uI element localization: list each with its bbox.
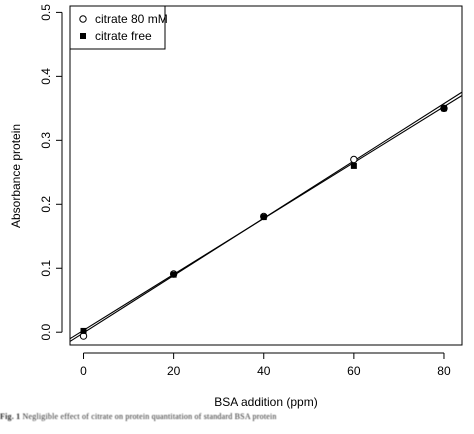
x-tick-label: 60	[347, 364, 361, 378]
x-axis: 0 20 40 60 80	[80, 352, 451, 378]
legend-marker-citrate-free	[80, 33, 86, 39]
chart: 0 20 40 60 80 0.0 0.1 0.2 0.3 0.4 0.5 BSA additio…	[9, 4, 463, 409]
legend-label-citrate-80mm: citrate 80 mM	[95, 12, 168, 26]
x-tick-label: 20	[167, 364, 181, 378]
point-open-circle	[350, 155, 358, 164]
figure-caption: Fig. 1 Negligible effect of citrate on p…	[0, 412, 474, 434]
caption-label: Fig. 1	[0, 412, 21, 421]
y-tick-label: 0.4	[39, 68, 53, 85]
point-filled-square	[260, 214, 267, 221]
caption-text: Negligible effect of citrate on protein …	[22, 412, 277, 421]
x-axis-title: BSA addition (ppm)	[214, 395, 317, 409]
y-axis-title: Absorbance protein	[9, 124, 23, 228]
x-tick-label: 0	[80, 364, 87, 378]
y-tick-label: 0.5	[39, 4, 53, 21]
legend-label-citrate-free: citrate free	[95, 29, 152, 43]
legend: citrate 80 mM citrate free	[69, 5, 168, 50]
legend-box	[69, 5, 166, 50]
point-filled-square	[170, 271, 177, 278]
plot-frame	[69, 5, 463, 346]
data-points	[79, 104, 448, 340]
y-tick-label: 0.1	[39, 260, 53, 277]
point-filled-square	[80, 327, 87, 334]
y-tick-label: 0.3	[39, 132, 53, 149]
legend-marker-citrate-80mm	[79, 15, 87, 23]
point-filled-square	[350, 162, 357, 169]
x-tick-label: 80	[437, 364, 451, 378]
y-tick-label: 0.0	[39, 324, 53, 341]
point-filled-square	[440, 105, 447, 112]
y-axis: 0.0 0.1 0.2 0.3 0.4 0.5	[39, 4, 63, 341]
y-tick-label: 0.2	[39, 196, 53, 213]
x-tick-label: 40	[257, 364, 271, 378]
